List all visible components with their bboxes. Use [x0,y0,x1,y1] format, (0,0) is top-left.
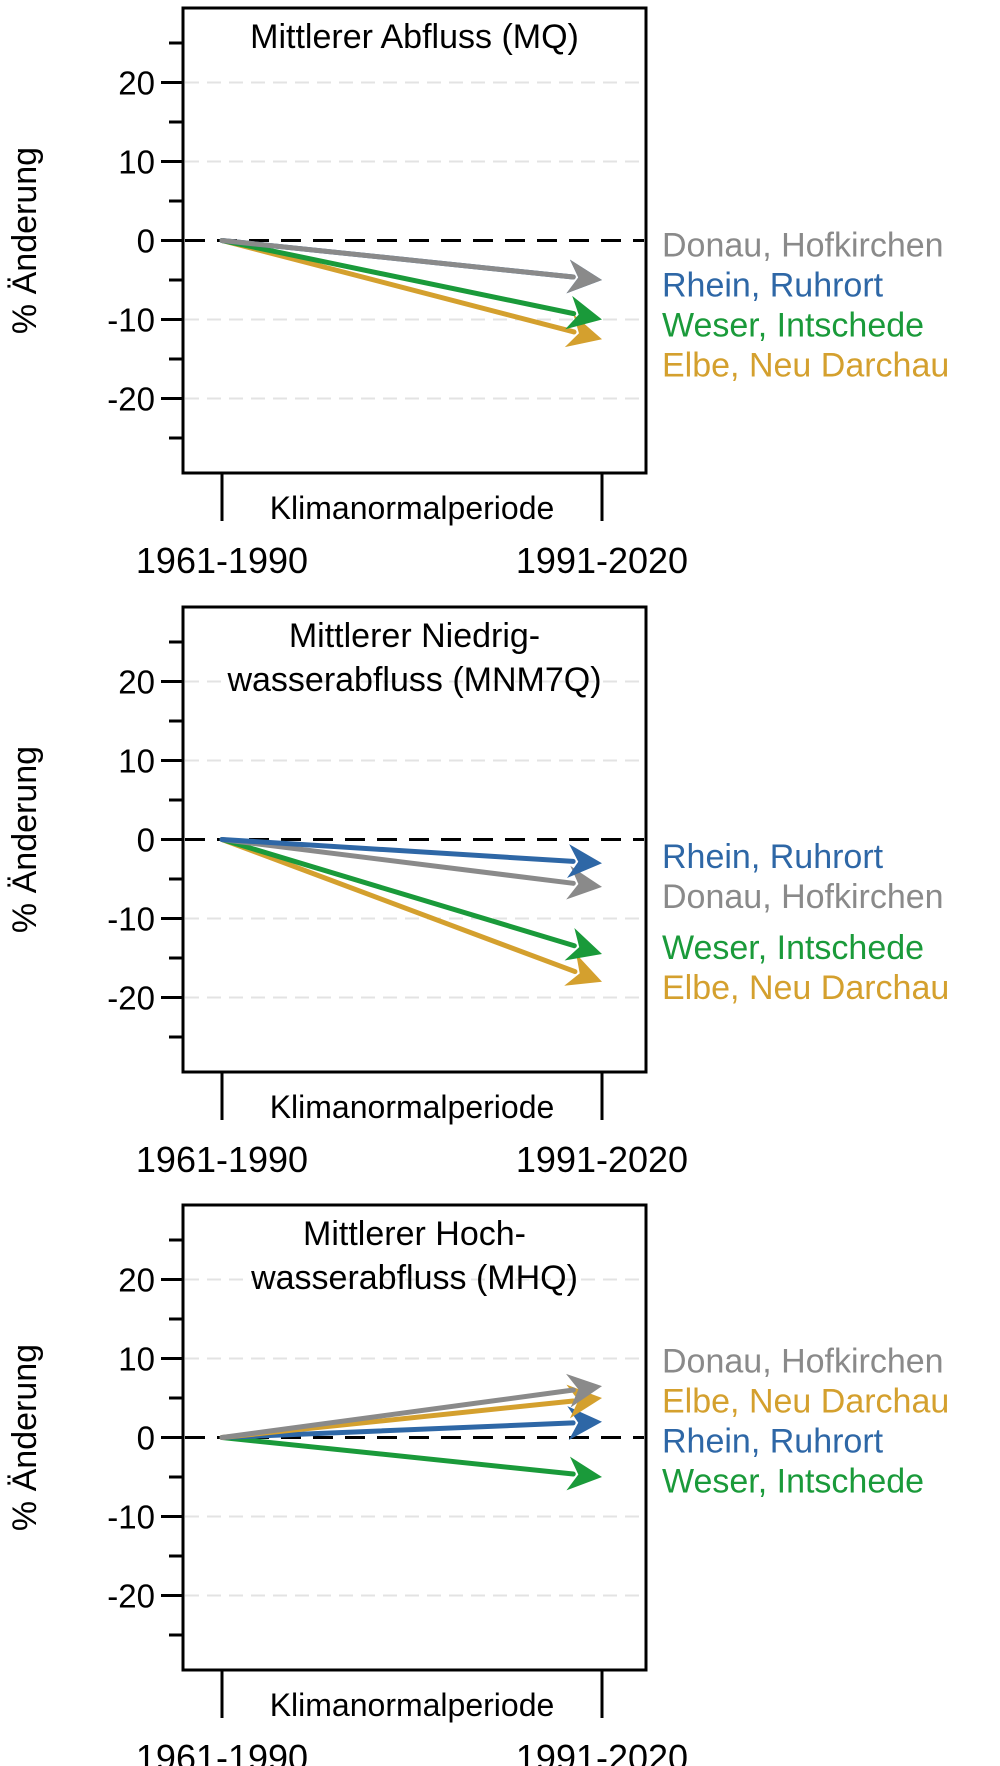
x-axis-label: Klimanormalperiode [270,1089,555,1125]
series-arrow-line [219,238,576,280]
series-label: Elbe, Neu Darchau [662,1383,949,1421]
chart-title: wasserabfluss (MHQ) [250,1259,578,1297]
series-arrow-line [219,238,577,335]
series-label: Elbe, Neu Darchau [662,347,949,385]
y-tick-label: -20 [107,980,155,1017]
series-label: Rhein, Ruhrort [662,1423,884,1461]
series-label: Donau, Hofkirchen [662,1343,944,1381]
y-tick-label: 20 [118,1262,155,1299]
x-category-label: 1961-1990 [136,1737,308,1766]
series-label: Rhein, Ruhrort [662,838,884,876]
x-axis-label: Klimanormalperiode [270,1687,555,1723]
series-arrow-head [566,1456,602,1491]
y-tick-label: -20 [107,381,155,418]
y-tick-label: 0 [137,1420,155,1457]
series-arrow-head [564,953,602,986]
y-axis-label: % Änderung [6,147,44,334]
y-axis-label: % Änderung [6,746,44,933]
x-category-label: 1991-2020 [516,1737,688,1766]
series-label: Weser, Intschede [662,307,924,345]
series-label: Rhein, Ruhrort [662,267,884,305]
chart-title: Mittlerer Abfluss (MQ) [250,18,579,56]
series-label: Weser, Intschede [662,1463,924,1501]
series-label: Weser, Intschede [662,929,924,967]
series-arrow-head [566,259,602,294]
x-category-label: 1991-2020 [516,540,688,581]
series-arrow-line [219,1387,576,1440]
y-axis-label: % Änderung [6,1344,44,1531]
series-arrow-head [564,314,602,348]
y-tick-label: -10 [107,302,155,339]
y-tick-label: 10 [118,743,155,780]
x-category-label: 1961-1990 [136,540,308,581]
y-tick-label: 10 [118,1341,155,1378]
chart-panel-2: -20 -10 0 10 20 % Änderung Klimanormalperiode 1… [6,605,949,1180]
series-arrow-head [566,1373,602,1408]
chart-panel-3: -20 -10 0 10 20 % Änderung Klimanormalperiode 1… [6,1203,949,1766]
series-arrow-line [219,837,577,949]
series-label: Elbe, Neu Darchau [662,969,949,1007]
series-arrow-head [567,1406,602,1441]
y-tick-label: -10 [107,1499,155,1536]
y-tick-label: 0 [137,223,155,260]
y-tick-label: 0 [137,822,155,859]
series-arrow-line [219,1420,576,1440]
x-category-label: 1991-2020 [516,1139,688,1180]
series-label: Donau, Hofkirchen [662,878,944,916]
chart-title: Mittlerer Hoch- [303,1215,526,1253]
x-axis-label: Klimanormalperiode [270,490,555,526]
chart-panel-1: -20 -10 0 10 20 % Änderung Klimanormalperiode 1… [6,6,949,581]
series-arrow-head [565,295,602,330]
series-arrow-line [219,837,578,975]
series-arrow-line [219,1435,576,1477]
x-category-label: 1961-1990 [136,1139,308,1180]
chart-title: Mittlerer Niedrig- [289,617,540,655]
y-tick-label: -20 [107,1578,155,1615]
series-arrow-head [564,927,602,961]
series-arrow-line [219,837,576,886]
y-tick-label: 10 [118,144,155,181]
series-label: Donau, Hofkirchen [662,227,944,265]
series-arrow-head [566,1384,602,1419]
y-tick-label: 20 [118,65,155,102]
y-tick-label: 20 [118,664,155,701]
series-arrow-head [567,844,602,879]
series-arrow-line [219,238,577,317]
y-tick-label: -10 [107,901,155,938]
chart-title: wasserabfluss (MNM7Q) [226,661,601,699]
series-arrow-line [219,837,576,864]
